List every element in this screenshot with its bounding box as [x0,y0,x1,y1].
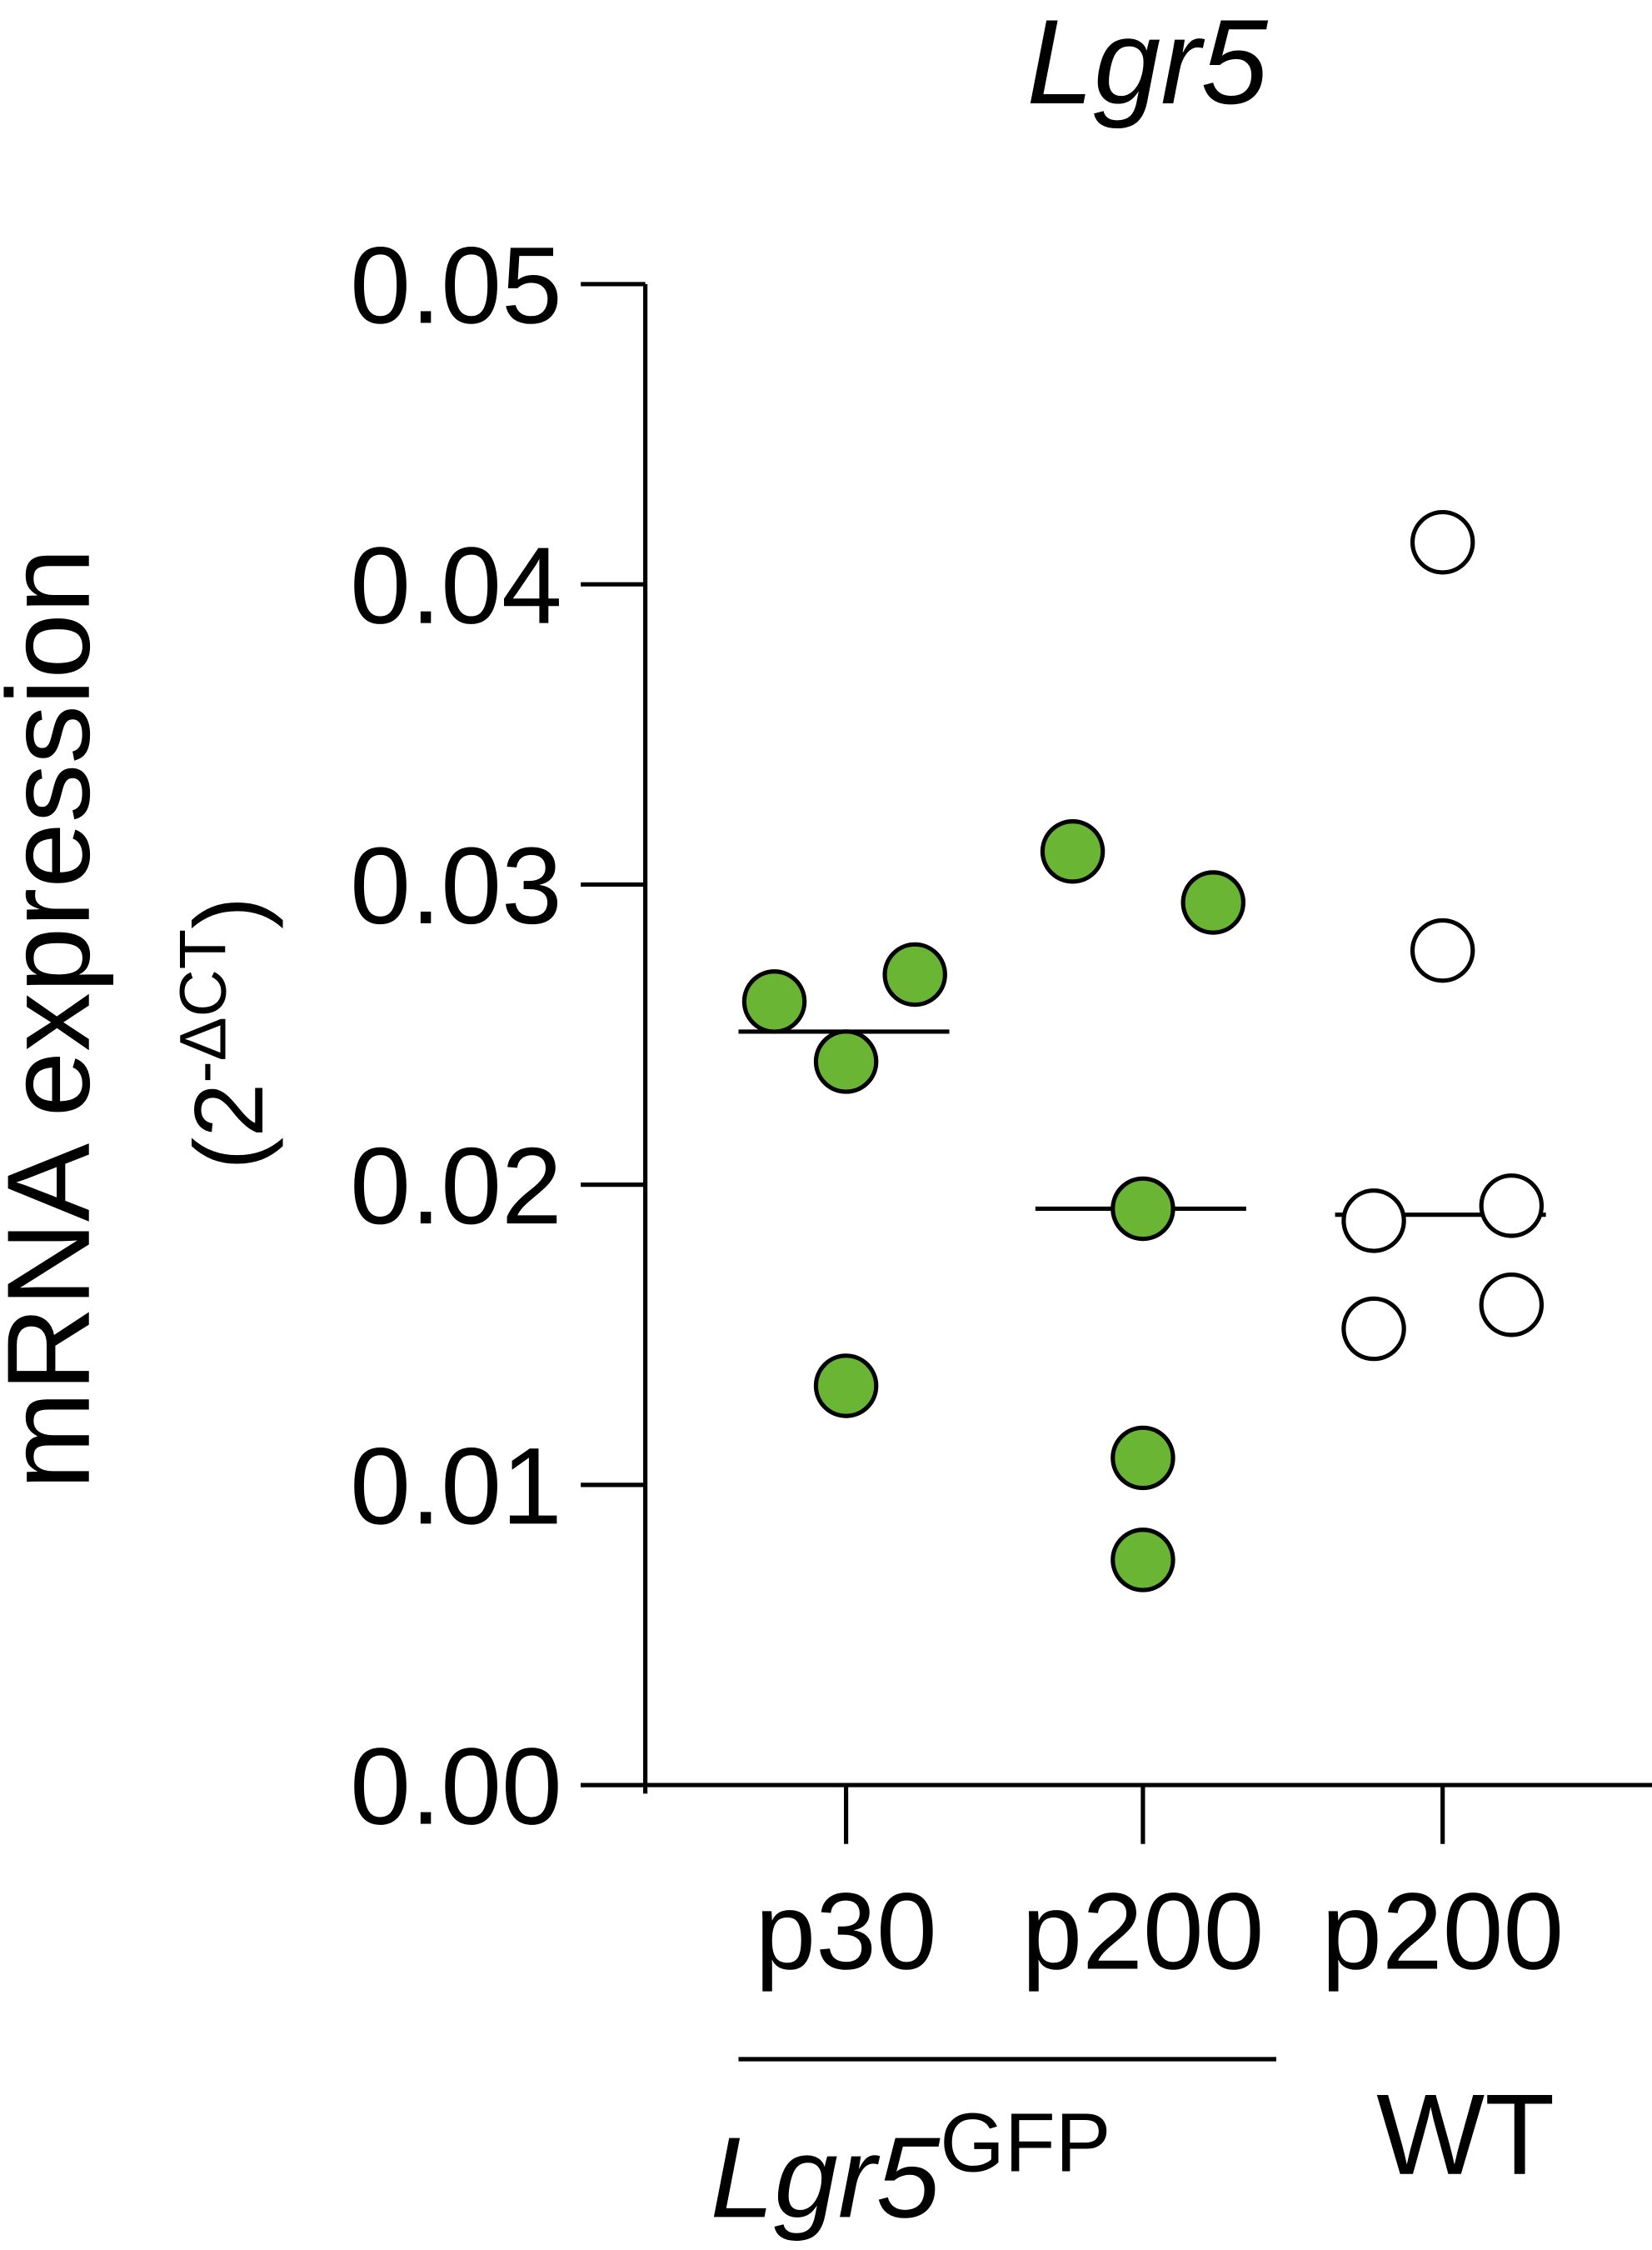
data-point [813,1029,879,1094]
y-tick-label: 0.02 [350,1125,562,1247]
y-tick-label: 0.00 [350,1726,562,1848]
data-point [1180,870,1245,935]
data-point [1040,819,1105,884]
y-unit-open: (2 [174,1083,283,1170]
y-tick-label: 0.05 [350,224,562,346]
data-point [1110,1176,1175,1242]
x-tick-label: p200 [1321,1870,1564,1992]
data-point [1410,509,1475,575]
y-unit-superscript: -ΔCT [165,929,239,1083]
data-point [813,1353,879,1418]
data-point [882,942,947,1008]
data-point [1341,1296,1406,1362]
y-axis-unit: (2-ΔCT) [165,897,283,1170]
group-label: WT [1376,2071,1555,2199]
data-point [1479,1272,1545,1338]
chart-title: Lgr5 [1026,0,1268,129]
x-tick-label: p200 [1021,1870,1264,1992]
data-point [1110,1528,1175,1592]
group-name: Lgr5 [711,2113,941,2242]
y-tick-label: 0.03 [350,825,562,947]
data-point [741,969,807,1034]
group-label: Lgr5GFP [711,2097,1111,2242]
y-axis-label: mRNA expression [0,548,114,1490]
y-tick-label: 0.01 [350,1425,562,1547]
data-point [1110,1425,1175,1491]
data-point [1410,918,1475,983]
x-tick-label: p30 [755,1870,936,1992]
group-superscript: GFP [940,2097,1110,2189]
y-tick-label: 0.04 [350,525,562,647]
y-unit-close: ) [174,897,283,929]
data-point [1479,1173,1545,1238]
data-point [1341,1188,1406,1253]
